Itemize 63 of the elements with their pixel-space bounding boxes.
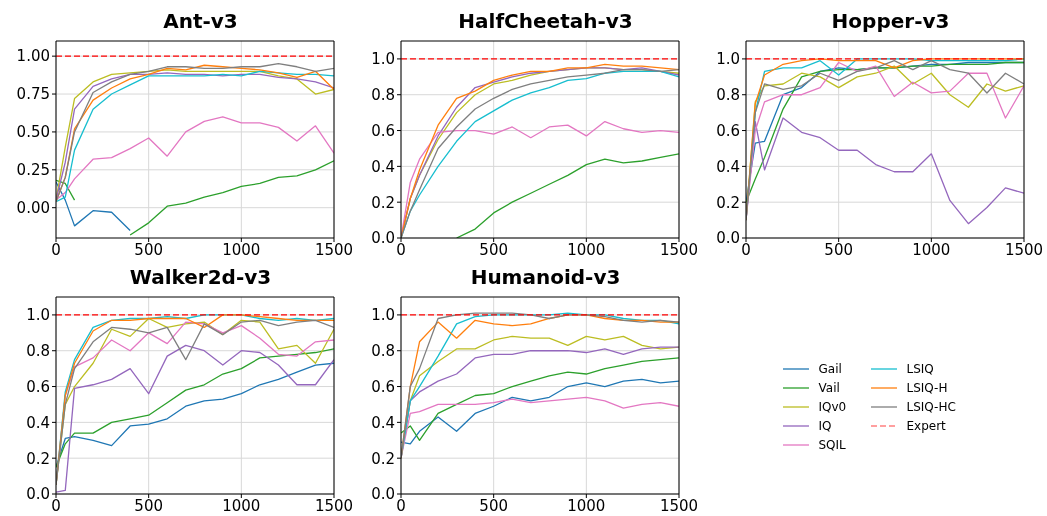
- y-tick-label: 0.25: [16, 161, 50, 180]
- y-tick-label: 1.0: [26, 306, 50, 325]
- legend-label: Expert: [906, 419, 946, 433]
- x-tick-label: 1000: [222, 240, 261, 259]
- x-tick-label: 0: [741, 240, 751, 259]
- x-tick-label: 500: [479, 496, 508, 515]
- x-tick-label: 0: [396, 240, 406, 259]
- chart-title: Ant-v3: [162, 8, 239, 34]
- legend-label: Vail: [818, 381, 840, 395]
- y-tick-label: 0.0: [716, 229, 740, 248]
- chart-title: Walker2d-v3: [128, 264, 273, 290]
- chart-title: Hopper-v3: [830, 8, 951, 34]
- x-tick-label: 0: [51, 240, 61, 259]
- y-tick-label: 0.2: [26, 449, 50, 468]
- x-tick-label: 1500: [1004, 240, 1044, 259]
- y-tick-label: 0.4: [716, 157, 740, 176]
- x-tick-label: 500: [134, 496, 163, 515]
- y-tick-label: 0.8: [371, 86, 395, 105]
- y-tick-label: 0.4: [26, 413, 50, 432]
- y-tick-label: 1.0: [716, 50, 740, 69]
- y-tick-label: 0.2: [371, 449, 395, 468]
- y-tick-label: 0.6: [371, 377, 395, 396]
- y-tick-label: 0.2: [371, 193, 395, 212]
- legend-label: Gail: [818, 362, 842, 376]
- y-tick-label: 0.6: [716, 121, 740, 140]
- legend-label: SQIL: [818, 438, 846, 452]
- y-tick-label: 0.0: [371, 229, 395, 248]
- x-tick-label: 1500: [659, 240, 699, 259]
- y-tick-label: 0.8: [371, 342, 395, 361]
- y-tick-label: 0.4: [371, 413, 395, 432]
- x-tick-label: 1500: [659, 496, 699, 515]
- legend-label: IQv0: [818, 400, 847, 414]
- y-tick-label: 0.6: [26, 377, 50, 396]
- chart-title: HalfCheetah-v3: [457, 8, 634, 34]
- x-tick-label: 1000: [567, 496, 606, 515]
- x-tick-label: 0: [396, 496, 406, 515]
- y-tick-label: 0.8: [716, 86, 740, 105]
- legend-label: LSIQ-H: [906, 381, 948, 395]
- x-tick-label: 500: [824, 240, 853, 259]
- y-tick-label: 0.4: [371, 157, 395, 176]
- y-tick-label: 1.0: [371, 50, 395, 69]
- y-tick-label: 0.50: [16, 123, 50, 142]
- x-tick-label: 500: [134, 240, 163, 259]
- x-tick-label: 1000: [912, 240, 951, 259]
- x-tick-label: 1000: [222, 496, 261, 515]
- x-tick-label: 500: [479, 240, 508, 259]
- legend-label: LSIQ: [906, 362, 934, 376]
- y-tick-label: 0.2: [716, 193, 740, 212]
- y-tick-label: 0.0: [371, 485, 395, 504]
- y-tick-label: 0.0: [26, 485, 50, 504]
- chart-title: Humanoid-v3: [469, 264, 622, 290]
- x-tick-label: 0: [51, 496, 61, 515]
- legend-label: IQ: [818, 419, 832, 433]
- x-tick-label: 1500: [314, 496, 354, 515]
- legend-label: LSIQ-HC: [906, 400, 956, 414]
- y-tick-label: 0.6: [371, 121, 395, 140]
- y-tick-label: 0.8: [26, 342, 50, 361]
- y-tick-label: 0.75: [16, 85, 50, 104]
- y-tick-label: 1.00: [16, 47, 50, 66]
- x-tick-label: 1000: [567, 240, 606, 259]
- y-tick-label: 1.0: [371, 306, 395, 325]
- y-tick-label: 0.00: [16, 199, 50, 218]
- x-tick-label: 1500: [314, 240, 354, 259]
